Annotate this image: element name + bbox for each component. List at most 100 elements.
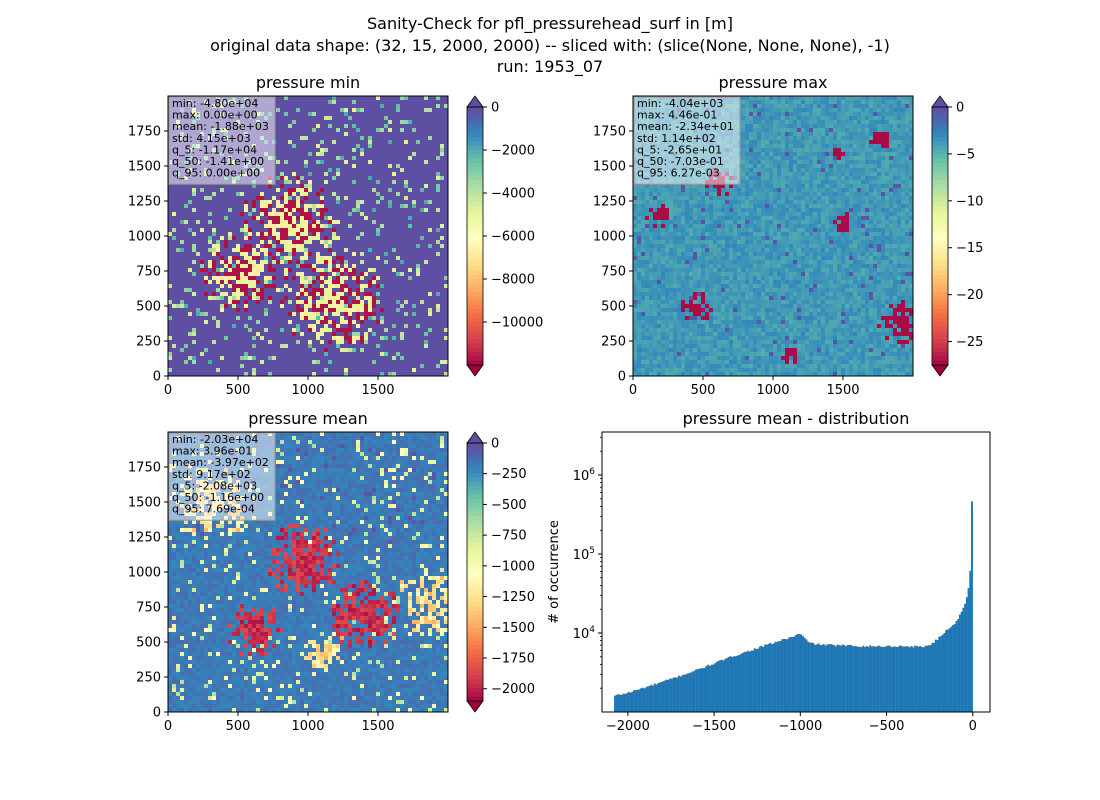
colorbar-tick-label: −1750 xyxy=(491,652,535,667)
histogram-bar xyxy=(855,646,858,712)
histogram-bar xyxy=(807,641,810,712)
histogram-bar xyxy=(812,643,815,712)
histogram-bar xyxy=(834,646,837,712)
histogram-bar xyxy=(748,651,751,712)
histogram-bar xyxy=(867,646,870,712)
histogram-bar xyxy=(852,646,854,712)
histogram-bar xyxy=(969,570,972,712)
y-tick-label: 1250 xyxy=(593,195,626,210)
stats-line: mean: -2.34e+01 xyxy=(637,120,734,133)
histogram-bar xyxy=(967,588,970,712)
colorbar-tick-label: −10000 xyxy=(491,316,543,331)
histogram-bar xyxy=(910,645,913,712)
stats-line: mean: -3.97e+02 xyxy=(172,456,269,469)
y-tick-label: 1250 xyxy=(128,531,161,546)
y-tick-label: 1750 xyxy=(128,125,161,140)
histogram-bar xyxy=(836,644,839,712)
y-tick-label: 1500 xyxy=(593,160,626,175)
histogram-bar xyxy=(810,642,813,712)
histogram-bar xyxy=(907,646,910,712)
x-tick-label: 1000 xyxy=(291,719,324,734)
colorbar-tick-label: 0 xyxy=(956,101,964,116)
y-tick-label: 1250 xyxy=(128,195,161,210)
y-tick-label: 1000 xyxy=(593,230,626,245)
histogram-bar xyxy=(960,611,963,712)
histogram-bar xyxy=(845,646,848,712)
histogram-bar xyxy=(850,644,853,712)
histogram-bar xyxy=(743,651,746,712)
x-tick-label: 500 xyxy=(226,719,251,734)
histogram-bar xyxy=(872,645,875,712)
y-tick-label: 750 xyxy=(136,265,161,280)
colorbar-tick-label: −750 xyxy=(491,529,527,544)
colorbar-extend-max xyxy=(466,95,484,108)
histogram-bar xyxy=(615,694,618,712)
histogram-bar xyxy=(779,641,782,712)
stats-line: mean: -1.88e+03 xyxy=(172,120,269,133)
histogram-bar xyxy=(800,634,803,712)
y-tick-label: 0 xyxy=(153,706,161,721)
histogram-bar xyxy=(831,644,834,712)
histogram-bar xyxy=(657,683,660,712)
colorbar-tick-label: 0 xyxy=(491,101,499,116)
histogram-bar xyxy=(860,647,863,712)
histogram-bar xyxy=(695,669,698,712)
y-tick-label: 105 xyxy=(573,546,595,563)
colorbar: 0 −250 −500 −750 −1000 −1250 −1500 −1750 −2000 xyxy=(466,431,535,713)
x-tick-label: 1000 xyxy=(756,383,789,398)
histogram-bar xyxy=(620,694,623,712)
histogram-bar xyxy=(948,628,951,712)
colorbar-tick-label: −1500 xyxy=(491,621,535,636)
y-tick-label: 500 xyxy=(601,300,626,315)
histogram-bar xyxy=(750,650,753,712)
histogram-bar xyxy=(788,637,791,712)
stats-line: std: 1.14e+02 xyxy=(637,132,716,145)
stats-line: q_5: -1.17e+04 xyxy=(172,143,257,156)
histogram-bar xyxy=(629,692,632,712)
y-tick-label: 1500 xyxy=(128,160,161,175)
x-tick-label: 1000 xyxy=(291,383,324,398)
histogram-bar xyxy=(645,687,648,712)
histogram-bar xyxy=(879,646,882,712)
histogram-bar xyxy=(755,649,758,712)
y-tick-label: 1000 xyxy=(128,230,161,245)
y-tick-label: 0 xyxy=(618,370,626,385)
y-tick-label: 750 xyxy=(601,265,626,280)
histogram-bar xyxy=(965,597,968,712)
histogram-bar xyxy=(641,687,644,712)
histogram-bar xyxy=(746,650,749,712)
histogram-bar xyxy=(886,645,889,712)
histogram-bar xyxy=(798,634,801,712)
histogram-bar xyxy=(941,634,944,712)
histogram-bar xyxy=(943,633,946,712)
colorbar-tick-label: −1000 xyxy=(491,559,535,574)
histogram-bar xyxy=(869,645,872,712)
stats-line: q_5: -2.65e+01 xyxy=(637,143,722,156)
histogram-bar xyxy=(665,679,668,712)
colorbar: 0 −5 −10 −15 −20 −25 xyxy=(931,95,983,377)
histogram-bar xyxy=(777,641,780,712)
histogram-bar xyxy=(667,679,670,712)
histogram-bar xyxy=(833,645,835,712)
x-tick-label: 0 xyxy=(629,383,637,398)
histogram-bar xyxy=(893,646,896,712)
histogram-bar xyxy=(672,677,675,712)
histogram-bar xyxy=(689,672,692,712)
histogram-bar xyxy=(708,665,711,712)
histogram-bar xyxy=(819,644,822,712)
histogram-bar xyxy=(902,646,904,712)
colorbar: 0 −2000 −4000 −6000 −8000 −10000 xyxy=(466,95,543,377)
histogram-bar xyxy=(803,637,806,712)
y-tick-label: 500 xyxy=(136,636,161,651)
colorbar-tick-label: −25 xyxy=(956,335,983,350)
histogram-bar xyxy=(921,646,923,712)
stats-line: max: 0.00e+00 xyxy=(172,109,258,122)
histogram-bar xyxy=(971,501,973,712)
histogram-bar xyxy=(957,619,960,712)
histogram-bar xyxy=(764,644,767,712)
histogram-bar xyxy=(953,624,956,712)
histogram-bar xyxy=(698,668,701,712)
